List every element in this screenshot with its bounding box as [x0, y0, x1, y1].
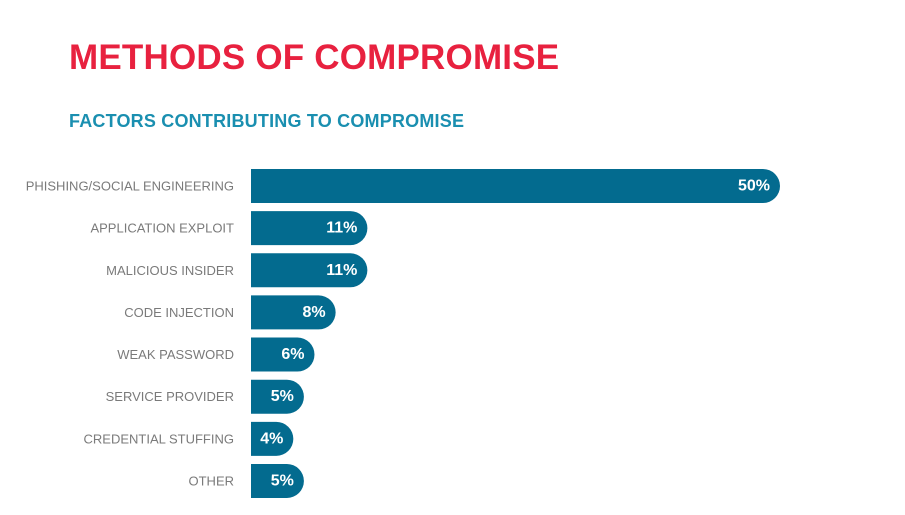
- value-label: 5%: [271, 472, 294, 489]
- bar: [251, 379, 304, 414]
- bars-group: PHISHING/SOCIAL ENGINEERING 50% APPLICATIO…: [26, 169, 780, 498]
- category-label: OTHER: [189, 473, 235, 488]
- value-label: 11%: [326, 262, 357, 279]
- category-label: WEAK PASSWORD: [117, 347, 234, 362]
- value-label: 4%: [260, 430, 283, 447]
- bar: [251, 337, 315, 372]
- bar: [251, 211, 368, 246]
- category-label: CODE INJECTION: [124, 305, 234, 320]
- bar: [251, 253, 368, 288]
- category-label: MALICIOUS INSIDER: [106, 263, 234, 278]
- category-label: CREDENTIAL STUFFING: [84, 431, 234, 446]
- bar: [251, 421, 294, 456]
- bar: [251, 463, 304, 498]
- category-label: PHISHING/SOCIAL ENGINEERING: [26, 179, 234, 194]
- chart-subtitle: FACTORS CONTRIBUTING TO COMPROMISE: [69, 111, 465, 131]
- value-label: 8%: [303, 304, 326, 321]
- bar: [251, 169, 780, 203]
- value-label: 6%: [281, 346, 304, 363]
- category-label: APPLICATION EXPLOIT: [90, 221, 234, 236]
- category-label: SERVICE PROVIDER: [106, 389, 234, 404]
- chart-title: METHODS OF COMPROMISE: [69, 38, 560, 77]
- value-label: 5%: [271, 388, 294, 405]
- value-label: 50%: [738, 178, 770, 195]
- bar: [251, 295, 336, 330]
- value-label: 11%: [326, 220, 357, 237]
